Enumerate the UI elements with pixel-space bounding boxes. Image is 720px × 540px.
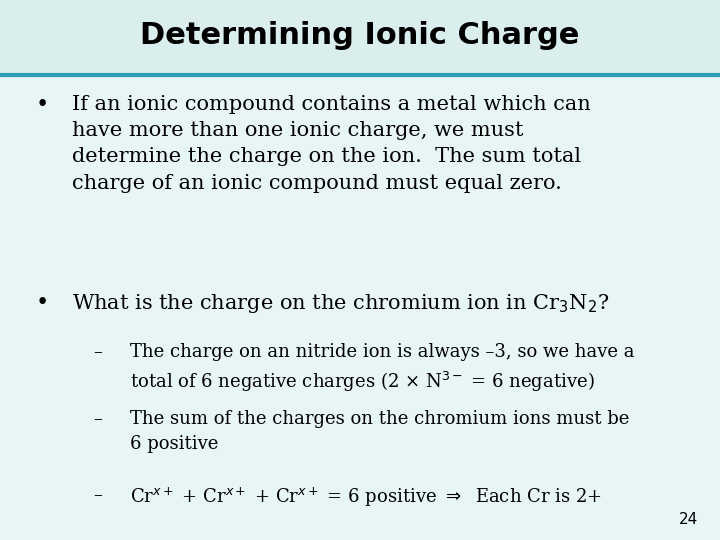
Text: The sum of the charges on the chromium ions must be
6 positive: The sum of the charges on the chromium i… [130, 410, 629, 454]
Text: –: – [94, 410, 102, 428]
Text: Cr$^{x+}$ + Cr$^{x+}$ + Cr$^{x+}$ = 6 positive $\Rightarrow$  Each Cr is 2+: Cr$^{x+}$ + Cr$^{x+}$ + Cr$^{x+}$ = 6 po… [130, 486, 601, 509]
Text: 24: 24 [679, 511, 698, 526]
Text: If an ionic compound contains a metal which can
have more than one ionic charge,: If an ionic compound contains a metal wh… [72, 94, 590, 193]
Text: What is the charge on the chromium ion in Cr$_3$N$_2$?: What is the charge on the chromium ion i… [72, 292, 609, 315]
Text: •: • [36, 292, 49, 314]
Text: –: – [94, 486, 102, 504]
Text: –: – [94, 343, 102, 361]
Text: The charge on an nitride ion is always –3, so we have a
total of 6 negative char: The charge on an nitride ion is always –… [130, 343, 634, 394]
Text: •: • [36, 94, 49, 117]
Text: Determining Ionic Charge: Determining Ionic Charge [140, 21, 580, 50]
FancyBboxPatch shape [0, 0, 720, 75]
